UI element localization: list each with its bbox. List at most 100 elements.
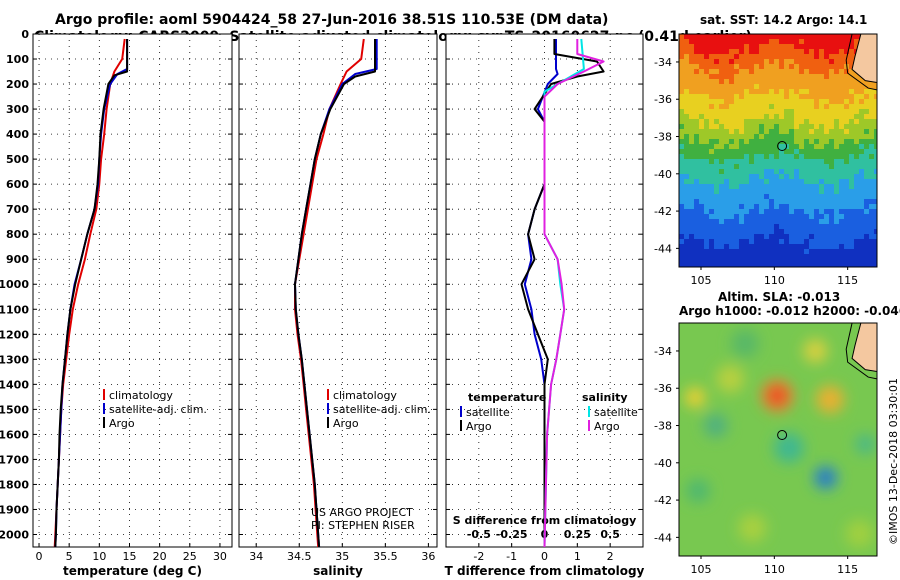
sst-cell: [864, 264, 870, 267]
sst-cell: [734, 89, 740, 95]
sst-cell: [699, 134, 705, 140]
sst-cell: [714, 49, 720, 55]
sst-cell: [724, 184, 730, 190]
sst-cell: [799, 169, 805, 175]
sst-cell: [744, 109, 750, 115]
sst-cell: [779, 159, 785, 165]
sst-cell: [854, 149, 860, 155]
sst-cell: [694, 64, 700, 70]
sst-cell: [789, 234, 795, 240]
sst-cell: [739, 89, 745, 95]
sst-cell: [694, 234, 700, 240]
sst-cell: [764, 254, 770, 260]
sst-cell: [789, 129, 795, 135]
sst-cell: [789, 139, 795, 145]
sst-cell: [769, 249, 775, 255]
sst-cell: [719, 264, 725, 267]
sst-cell: [754, 259, 760, 265]
sst-cell: [789, 74, 795, 80]
sst-cell: [789, 134, 795, 140]
sst-cell: [709, 119, 715, 125]
sst-cell: [729, 199, 735, 205]
sst-cell: [844, 219, 850, 225]
sst-cell: [744, 74, 750, 80]
sst-cell: [734, 34, 740, 40]
sst-cell: [754, 184, 760, 190]
sst-cell: [799, 39, 805, 45]
sst-cell: [824, 94, 830, 100]
sst-cell: [764, 99, 770, 105]
sst-cell: [704, 169, 710, 175]
sst-cell: [779, 209, 785, 215]
sst-cell: [784, 99, 790, 105]
sst-cell: [754, 234, 760, 240]
sst-cell: [699, 124, 705, 130]
sst-cell: [799, 199, 805, 205]
sst-cell: [739, 114, 745, 120]
sst-cell: [714, 99, 720, 105]
sst-cell: [809, 114, 815, 120]
sst-cell: [734, 159, 740, 165]
sst-cell: [799, 189, 805, 195]
sst-cell: [834, 99, 840, 105]
y-tick-label: 800: [6, 228, 29, 241]
sst-cell: [834, 149, 840, 155]
sst-cell: [749, 109, 755, 115]
sla-anomalies: [685, 329, 876, 548]
sst-cell: [874, 109, 877, 115]
sst-cell: [694, 69, 700, 75]
sst-cell: [749, 129, 755, 135]
sst-cell: [774, 219, 780, 225]
sst-cell: [679, 119, 685, 125]
sst-cell: [759, 149, 765, 155]
sst-cell: [769, 259, 775, 265]
sst-cell: [714, 244, 720, 250]
sst-cell: [684, 84, 690, 90]
sst-cell: [864, 229, 870, 235]
sst-cell: [829, 129, 835, 135]
sst-cell: [769, 174, 775, 180]
sst-cell: [704, 254, 710, 260]
sst-cell: [794, 99, 800, 105]
sst-cell: [874, 99, 877, 105]
sst-cell: [724, 264, 730, 267]
sst-cell: [729, 104, 735, 110]
sst-cell: [739, 39, 745, 45]
sst-cell: [699, 189, 705, 195]
sst-cell: [824, 74, 830, 80]
sst-cell: [794, 154, 800, 160]
sst-cell: [729, 249, 735, 255]
sst-cell: [709, 134, 715, 140]
sst-cell: [694, 164, 700, 170]
sst-cell: [869, 189, 875, 195]
sst-cell: [729, 144, 735, 150]
sst-cell: [684, 79, 690, 85]
sst-cell: [789, 69, 795, 75]
sst-cell: [864, 219, 870, 225]
sst-cell: [849, 174, 855, 180]
sst-cell: [829, 229, 835, 235]
sst-cell: [684, 49, 690, 55]
sst-cell: [764, 239, 770, 245]
x-tick-label: 1: [574, 550, 581, 563]
sst-cell: [834, 224, 840, 230]
sst-cell: [799, 89, 805, 95]
sst-cell: [744, 159, 750, 165]
sst-cell: [774, 144, 780, 150]
sst-cell: [684, 109, 690, 115]
sst-cell: [854, 94, 860, 100]
argo-position-marker: [777, 430, 788, 441]
sst-cell: [849, 194, 855, 200]
sst-cell: [794, 234, 800, 240]
sst-cell: [809, 44, 815, 50]
sst-cell: [739, 144, 745, 150]
sst-cell: [694, 154, 700, 160]
sst-cell: [789, 239, 795, 245]
sst-cell: [679, 84, 685, 90]
sst-cell: [759, 209, 765, 215]
sst-cell: [784, 119, 790, 125]
sst-cell: [704, 224, 710, 230]
sst-cell: [824, 259, 830, 265]
sst-cell: [824, 234, 830, 240]
sst-cell: [689, 184, 695, 190]
